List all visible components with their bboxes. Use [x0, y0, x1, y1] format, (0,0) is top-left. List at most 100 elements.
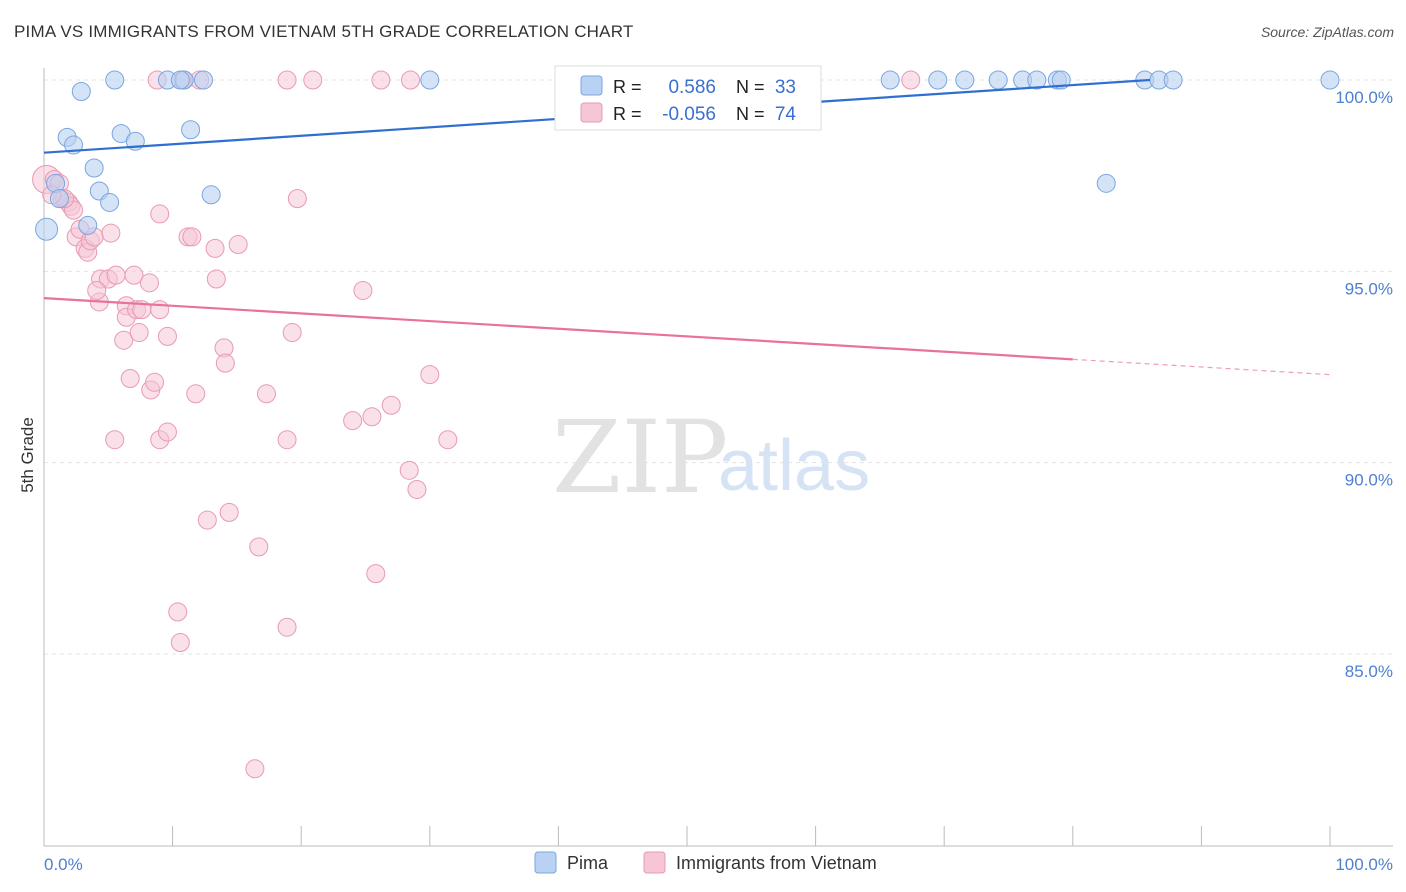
vietnam-point — [150, 204, 170, 224]
legend-item-vietnam[interactable]: Immigrants from Vietnam — [643, 851, 877, 874]
vietnam-point — [343, 411, 363, 431]
legend-pima-swatch — [534, 851, 557, 874]
vietnam-point — [287, 189, 307, 209]
vietnam-point — [129, 323, 149, 343]
y-axis-label: 5th Grade — [18, 417, 37, 493]
pima-point — [49, 189, 69, 209]
pima-point — [71, 81, 91, 101]
legend-item-pima[interactable]: Pima — [534, 851, 609, 874]
x-tick-label-max: 100.0% — [1335, 855, 1393, 874]
vietnam-point — [101, 223, 121, 243]
vietnam-point — [362, 407, 382, 427]
vietnam-point — [303, 70, 323, 90]
vietnam-point — [277, 617, 297, 637]
pima-point — [1027, 70, 1047, 90]
stats-vietnam-n-value: 74 — [775, 104, 797, 125]
pima-point — [955, 70, 975, 90]
y-tick-label: 100.0% — [1335, 88, 1393, 107]
pima-point — [201, 185, 221, 205]
legend: Pima Immigrants from Vietnam — [534, 851, 877, 874]
watermark-atlas: atlas — [718, 426, 870, 506]
vietnam-point — [381, 395, 401, 415]
watermark-zip: ZIP — [552, 399, 728, 516]
y-tick-labels: 100.0% 95.0% 90.0% 85.0% — [1335, 88, 1393, 681]
vietnam-point — [282, 323, 302, 343]
pima-point — [1096, 173, 1116, 193]
vietnam-point — [277, 70, 297, 90]
vietnam-point — [87, 280, 107, 300]
vietnam-point — [438, 430, 458, 450]
vietnam-point — [106, 265, 126, 285]
y-tick-label: 85.0% — [1345, 662, 1393, 681]
stats-pima-n-value: 33 — [775, 77, 796, 98]
pima-point — [84, 158, 104, 178]
chart-title: PIMA VS IMMIGRANTS FROM VIETNAM 5TH GRAD… — [14, 22, 634, 41]
pima-point — [1163, 70, 1183, 90]
vietnam-trend-line — [43, 297, 1073, 361]
vietnam-point — [157, 422, 177, 442]
vietnam-point — [157, 326, 177, 346]
pima-point — [988, 70, 1008, 90]
stats-box: R = 0.586 N = 33 R = -0.056 N = 74 — [554, 65, 822, 131]
vietnam-point — [401, 70, 421, 90]
pima-point — [78, 215, 98, 235]
vietnam-point — [206, 269, 226, 289]
vietnam-point — [205, 238, 225, 258]
vietnam-point — [420, 365, 440, 385]
vietnam-point — [139, 273, 159, 293]
vietnam-point — [170, 633, 190, 653]
stats-vietnam-r-label: R = — [613, 104, 642, 124]
vietnam-point — [120, 368, 140, 388]
pima-point — [105, 70, 125, 90]
vietnam-point — [186, 384, 206, 404]
vietnam-point — [197, 510, 217, 530]
pima-point — [1320, 70, 1340, 90]
pima-point — [880, 70, 900, 90]
legend-pima-label: Pima — [567, 853, 609, 873]
pima-point — [420, 70, 440, 90]
watermark: ZIP atlas — [552, 399, 870, 516]
pima-point — [100, 192, 120, 212]
x-tick-labels: 0.0% 100.0% — [44, 855, 1393, 874]
pima-point — [193, 70, 213, 90]
pima-point — [181, 120, 201, 140]
vietnam-point — [215, 353, 235, 373]
legend-vietnam-swatch — [643, 851, 666, 874]
vietnam-point — [182, 227, 202, 247]
vietnam-point — [219, 502, 239, 522]
legend-vietnam-label: Immigrants from Vietnam — [676, 853, 877, 873]
vietnam-point — [150, 300, 170, 320]
vietnam-point — [245, 759, 265, 779]
vietnam-trend-extension — [1072, 358, 1331, 376]
source-credit: Source: ZipAtlas.com — [1260, 24, 1394, 40]
stats-pima-r-value: 0.586 — [668, 77, 716, 98]
stats-pima-r-label: R = — [613, 77, 642, 97]
vietnam-point — [228, 235, 248, 255]
y-tick-label: 90.0% — [1345, 471, 1393, 490]
pima-point — [35, 217, 59, 241]
vietnam-point — [168, 602, 188, 622]
series-pima — [35, 70, 1340, 241]
vietnam-point — [124, 265, 144, 285]
vietnam-point — [901, 70, 921, 90]
stats-vietnam-swatch — [580, 102, 603, 123]
x-tick-label-min: 0.0% — [44, 855, 83, 874]
stats-pima-n-label: N = — [736, 77, 765, 97]
gridlines — [44, 79, 1393, 655]
vietnam-point — [114, 330, 134, 350]
vietnam-point — [407, 479, 427, 499]
vietnam-point — [105, 430, 125, 450]
vietnam-point — [256, 384, 276, 404]
pima-point — [170, 70, 190, 90]
stats-vietnam-n-label: N = — [736, 104, 765, 124]
vietnam-point — [277, 430, 297, 450]
vietnam-point — [249, 537, 269, 557]
vietnam-point — [353, 280, 373, 300]
vietnam-point — [366, 564, 386, 584]
stats-vietnam-r-value: -0.056 — [662, 104, 716, 125]
pima-point — [928, 70, 948, 90]
vietnam-point — [399, 460, 419, 480]
vietnam-point — [145, 372, 165, 392]
vietnam-point — [371, 70, 391, 90]
